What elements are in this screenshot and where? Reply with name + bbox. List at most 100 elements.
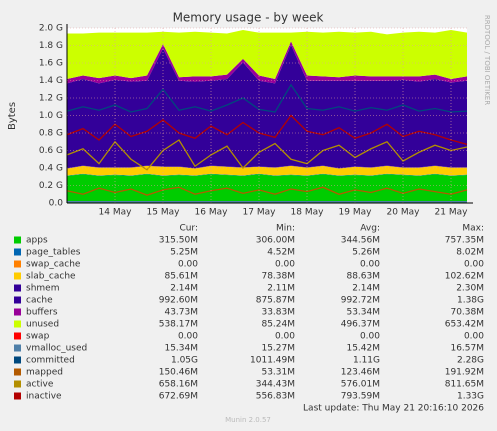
legend-stat: 1.38G	[457, 296, 484, 306]
legend-label: slab_cache	[26, 272, 76, 282]
area	[67, 41, 467, 84]
legend-stat: 1.11G	[353, 356, 380, 366]
line	[66, 114, 468, 146]
x-tick-label: 21 May	[435, 208, 469, 218]
legend-swatch	[14, 380, 21, 388]
legend-stat: 992.60M	[159, 296, 198, 306]
legend-stat: 538.17M	[159, 320, 198, 330]
legend-label: committed	[26, 356, 75, 366]
legend-stat: 5.25M	[170, 248, 198, 258]
legend-swatch	[14, 236, 21, 244]
legend-stat: 344.56M	[341, 236, 380, 246]
legend-label: cache	[26, 296, 53, 306]
x-tick-label: 20 May	[387, 208, 421, 218]
x-tick-label: 18 May	[291, 208, 325, 218]
legend-swatch	[14, 356, 21, 364]
legend-header: Cur:	[179, 224, 198, 234]
legend-header: Avg:	[360, 224, 380, 234]
area	[67, 174, 467, 203]
legend-stat: 2.28G	[457, 356, 484, 366]
legend-stat: 88.63M	[346, 272, 380, 282]
legend-swatch	[14, 308, 21, 316]
legend-stat: 0.00	[464, 260, 484, 270]
legend-stat: 1.05G	[171, 356, 198, 366]
legend-stat: 992.72M	[341, 296, 380, 306]
y-tick-label: 1.2 G	[39, 94, 63, 104]
legend-swatch	[14, 260, 21, 268]
legend-stat: 0.00	[360, 332, 380, 342]
legend-stat: 0.00	[178, 332, 198, 342]
legend-stat: 653.42M	[445, 320, 484, 330]
y-tick-label: 1.0 G	[39, 111, 63, 121]
legend-stat: 43.73M	[164, 308, 198, 318]
legend-stat: 0.00	[275, 260, 295, 270]
legend-swatch	[14, 332, 21, 340]
x-tick-label: 16 May	[195, 208, 229, 218]
legend-stat: 496.37M	[341, 320, 380, 330]
legend-label: unused	[26, 320, 59, 330]
legend-stat: 576.01M	[341, 380, 380, 390]
footer: Last update: Thu May 21 20:16:10 2026	[303, 404, 484, 414]
legend-stat: 16.57M	[450, 344, 484, 354]
legend-stat: 4.52M	[267, 248, 295, 258]
legend-stat: 5.26M	[352, 248, 380, 258]
legend-stat: 0.00	[178, 260, 198, 270]
legend-stat: 2.14M	[170, 284, 198, 294]
legend-stat: 78.38M	[261, 272, 295, 282]
legend-label: shmem	[26, 284, 59, 294]
y-tick-label: 1.8 G	[39, 41, 63, 51]
legend-header: Min:	[276, 224, 295, 234]
legend-stat: 875.87M	[256, 296, 295, 306]
legend-swatch	[14, 296, 21, 304]
legend-stat: 2.14M	[352, 284, 380, 294]
legend-stat: 53.34M	[346, 308, 380, 318]
legend-stat: 556.83M	[256, 392, 295, 402]
x-tick-label: 19 May	[339, 208, 373, 218]
y-tick-label: 1.4 G	[39, 76, 63, 86]
x-tick-label: 14 May	[99, 208, 133, 218]
legend-stat: 0.00	[360, 260, 380, 270]
area	[67, 44, 467, 169]
legend-stat: 0.00	[464, 332, 484, 342]
x-tick-label: 17 May	[243, 208, 277, 218]
legend-stat: 150.46M	[159, 368, 198, 378]
legend-stat: 70.38M	[450, 308, 484, 318]
y-tick-label: 0.2 G	[39, 181, 63, 191]
legend-stat: 1011.49M	[250, 356, 295, 366]
legend-stat: 1.33G	[457, 392, 484, 402]
legend-swatch	[14, 368, 21, 376]
legend-stat: 191.92M	[445, 368, 484, 378]
area	[67, 30, 467, 80]
x-tick-label: 15 May	[147, 208, 181, 218]
area	[67, 173, 467, 176]
y-tick-label: 1.6 G	[39, 59, 63, 69]
legend-stat: 0.00	[275, 332, 295, 342]
legend-swatch	[14, 284, 21, 292]
legend-label: swap	[26, 332, 50, 342]
legend-stat: 85.24M	[261, 320, 295, 330]
legend-stat: 2.11M	[267, 284, 295, 294]
legend-label: mapped	[26, 368, 63, 378]
legend-stat: 757.35M	[445, 236, 484, 246]
legend-stat: 344.43M	[256, 380, 295, 390]
legend-swatch	[14, 392, 21, 400]
legend-swatch	[14, 344, 21, 352]
legend-label: page_tables	[26, 248, 81, 258]
legend-stat: 15.34M	[164, 344, 198, 354]
legend-label: apps	[26, 236, 48, 246]
legend-swatch	[14, 320, 21, 328]
chart-title: Memory usage - by week	[173, 11, 324, 25]
legend-stat: 102.62M	[445, 272, 484, 282]
legend-stat: 53.31M	[261, 368, 295, 378]
legend-stat: 15.42M	[346, 344, 380, 354]
legend-stat: 15.27M	[261, 344, 295, 354]
legend-label: swap_cache	[26, 260, 81, 270]
legend-stat: 306.00M	[256, 236, 295, 246]
legend-stat: 85.61M	[164, 272, 198, 282]
legend-stat: 8.02M	[456, 248, 484, 258]
line	[66, 139, 468, 171]
y-axis-label: Bytes	[7, 102, 18, 130]
legend-stat: 2.30M	[456, 284, 484, 294]
version: Munin 2.0.57	[225, 416, 271, 424]
y-tick-label: 0.0	[49, 199, 64, 209]
